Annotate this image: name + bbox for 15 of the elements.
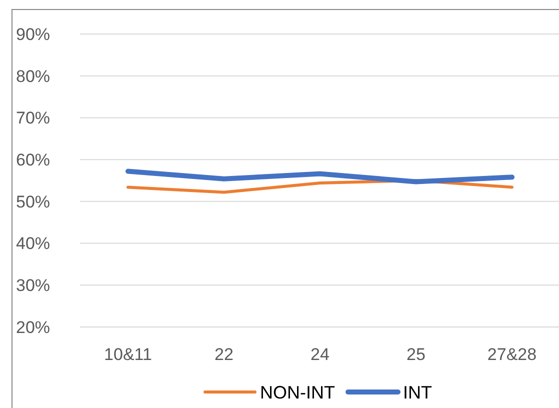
y-tick-label: 30% bbox=[16, 276, 50, 296]
x-tick-label: 10&11 bbox=[104, 345, 152, 364]
legend-label: INT bbox=[403, 382, 432, 402]
x-tick-label: 24 bbox=[310, 345, 330, 364]
x-tick-label: 22 bbox=[214, 345, 234, 364]
y-tick-label: 40% bbox=[16, 234, 50, 254]
legend-label: NON-INT bbox=[260, 382, 335, 402]
y-tick-label: 70% bbox=[16, 108, 50, 128]
y-tick-label: 50% bbox=[16, 192, 50, 212]
x-tick-label: 25 bbox=[406, 345, 426, 364]
y-tick-label: 60% bbox=[16, 150, 50, 170]
y-tick-label: 20% bbox=[16, 318, 50, 337]
x-tick-label: 27&28 bbox=[487, 345, 537, 364]
y-tick-label: 90% bbox=[16, 24, 50, 44]
y-tick-label: 80% bbox=[16, 66, 50, 86]
